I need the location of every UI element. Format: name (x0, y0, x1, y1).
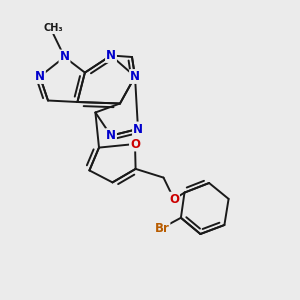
Text: O: O (130, 137, 140, 151)
Text: O: O (169, 193, 179, 206)
Text: Br: Br (154, 221, 169, 235)
Text: N: N (59, 50, 70, 64)
Text: N: N (133, 122, 143, 136)
Text: CH₃: CH₃ (44, 23, 63, 33)
Text: N: N (106, 49, 116, 62)
Text: N: N (106, 129, 116, 142)
Text: N: N (35, 70, 45, 83)
Text: N: N (130, 70, 140, 83)
